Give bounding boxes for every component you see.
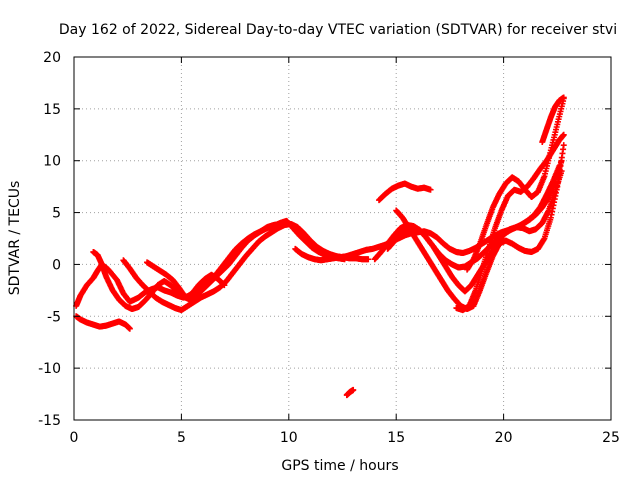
grid-lines bbox=[74, 57, 611, 420]
y-tick-label: -5 bbox=[47, 309, 61, 325]
series-track-i bbox=[393, 142, 567, 313]
series-track-k bbox=[464, 95, 567, 273]
plot-frame bbox=[73, 56, 612, 421]
y-tick-label: 10 bbox=[43, 154, 61, 170]
data-series bbox=[73, 94, 567, 399]
series-track-c bbox=[90, 220, 284, 313]
data-point bbox=[365, 256, 372, 263]
x-tick-label: 25 bbox=[602, 430, 620, 446]
x-tick-label: 10 bbox=[280, 430, 298, 446]
y-tick-label: -15 bbox=[38, 413, 61, 429]
x-axis-label: GPS time / hours bbox=[281, 458, 398, 474]
x-tick-label: 5 bbox=[177, 430, 186, 446]
x-tick-labels: 0 5 10 15 20 25 bbox=[70, 430, 620, 446]
y-tick-label: 5 bbox=[52, 206, 61, 222]
y-tick-label: 15 bbox=[43, 102, 61, 118]
y-tick-label: 0 bbox=[52, 257, 61, 273]
series-track-d bbox=[120, 220, 372, 314]
y-axis-label: SDTVAR / TECUs bbox=[7, 181, 23, 296]
data-point bbox=[221, 282, 228, 289]
data-point bbox=[350, 386, 357, 393]
data-point bbox=[560, 131, 567, 138]
chart-title: Day 162 of 2022, Sidereal Day-to-day VTE… bbox=[59, 22, 617, 38]
series-track-m bbox=[376, 180, 434, 204]
y-tick-labels: -15 -10 -5 0 5 10 15 20 bbox=[38, 50, 61, 429]
tick-marks bbox=[73, 56, 612, 421]
data-point bbox=[427, 186, 434, 193]
data-point bbox=[126, 325, 133, 332]
y-tick-label: -10 bbox=[38, 361, 61, 377]
x-tick-label: 20 bbox=[495, 430, 513, 446]
data-point bbox=[560, 94, 567, 101]
series-track-b bbox=[73, 313, 133, 332]
series-track-n bbox=[343, 386, 357, 399]
x-tick-label: 0 bbox=[70, 430, 79, 446]
data-point bbox=[560, 142, 567, 149]
series-track-l bbox=[539, 94, 567, 146]
x-tick-label: 15 bbox=[387, 430, 405, 446]
series-track-e bbox=[144, 259, 228, 301]
y-tick-label: 20 bbox=[43, 50, 61, 66]
